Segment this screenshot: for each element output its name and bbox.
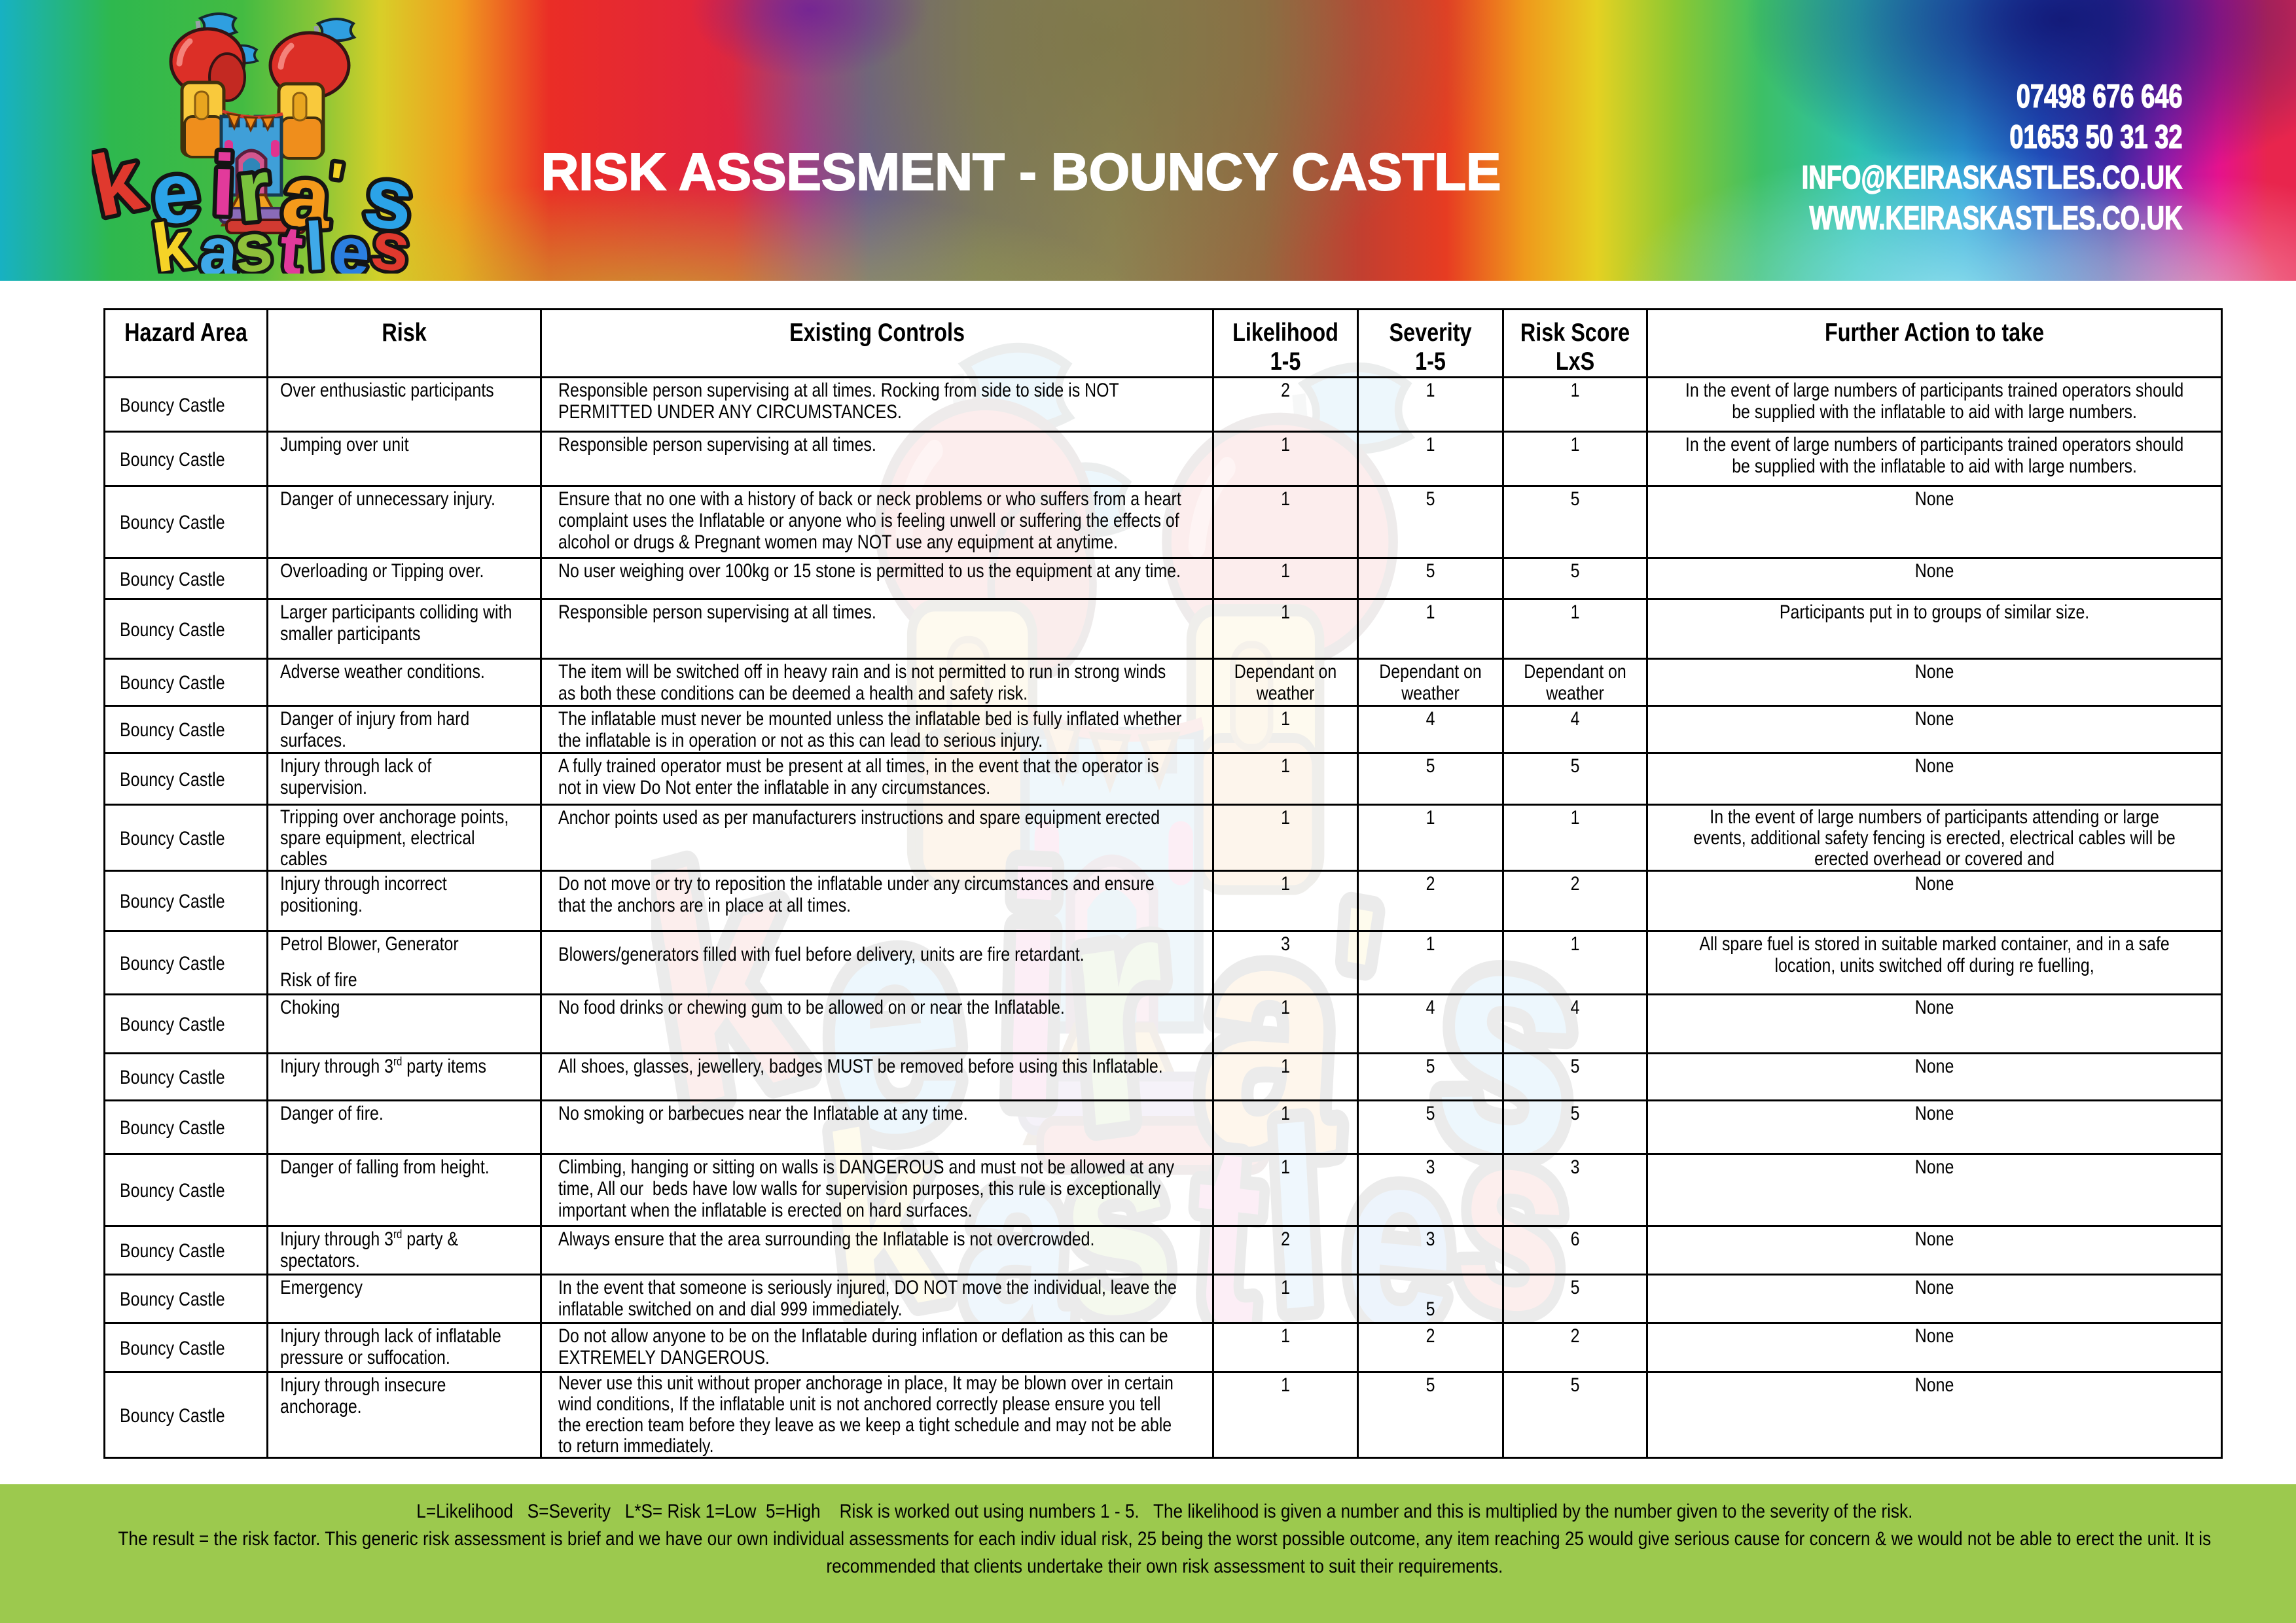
svg-text:s: s xyxy=(231,209,276,274)
svg-text:a: a xyxy=(198,213,242,274)
svg-text:e: e xyxy=(330,213,373,274)
svg-text:e: e xyxy=(147,143,204,243)
svg-text:k: k xyxy=(92,131,151,235)
svg-text:a: a xyxy=(279,147,334,247)
